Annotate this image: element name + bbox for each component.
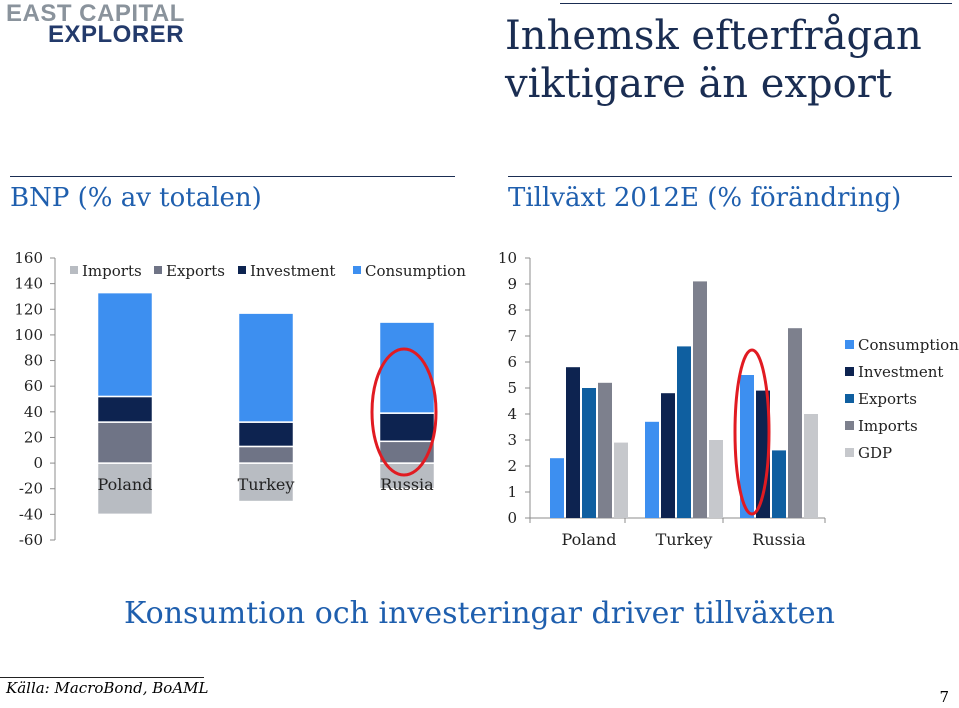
bar-exports-turkey (677, 346, 691, 518)
top-rule (560, 3, 952, 4)
legend-label-investment: Investment (858, 363, 943, 381)
left-chart-subtitle: BNP (% av totalen) (10, 183, 262, 213)
bar-exports-russia (772, 450, 786, 518)
highlight-ellipse (370, 347, 438, 477)
highlight-ellipse (733, 348, 771, 516)
y-tick-label: 60 (24, 377, 43, 395)
bar-consumption-turkey (645, 421, 659, 518)
y-tick-label: 20 (24, 428, 43, 446)
logo-line-1: EAST CAPITAL (6, 0, 185, 27)
bar-investment-russia (378, 412, 436, 443)
legend-label-exports: Exports (166, 262, 225, 280)
logo-line-2: EXPLORER (48, 21, 185, 48)
y-tick-label: 6 (507, 353, 517, 371)
y-tick-label: -40 (19, 505, 43, 523)
bar-imports-russia (788, 328, 802, 518)
category-label: Russia (752, 530, 806, 549)
bar-gdp-turkey (709, 440, 723, 518)
page-title: Inhemsk efterfrågan viktigare än export (505, 13, 922, 107)
footer-headline: Konsumtion och investeringar driver till… (124, 596, 835, 631)
bar-consumption-russia (740, 375, 754, 518)
bar-consumption-turkey (237, 312, 295, 423)
legend-swatch-consumption (845, 340, 854, 349)
category-label: Poland (562, 530, 617, 549)
bar-exports-poland (96, 421, 154, 464)
legend-swatch-exports (154, 266, 162, 274)
y-tick-label: 140 (14, 275, 43, 293)
bar-consumption-poland (550, 458, 564, 518)
bar-imports-turkey (693, 281, 707, 518)
bar-imports-poland (598, 382, 612, 518)
bar-investment-russia (756, 390, 770, 518)
y-tick-label: 0 (507, 509, 517, 527)
category-label: Turkey (238, 475, 295, 494)
y-tick-label: 2 (507, 457, 517, 475)
right-chart-subtitle: Tillväxt 2012E (% förändring) (508, 183, 902, 213)
bar-investment-turkey (237, 421, 295, 448)
legend-swatch-consumption (353, 266, 361, 274)
legend-label-gdp: GDP (858, 444, 892, 462)
y-tick-label: 8 (507, 301, 517, 319)
legend-swatch-investment (238, 266, 246, 274)
legend-label-investment: Investment (250, 262, 335, 280)
left-subtitle-rule (10, 176, 455, 177)
category-label: Russia (380, 475, 434, 494)
stacked-bar-chart: 160 140 120 100 80 60 40 20 0 -20 -40 -60 Poland Turk… (14, 249, 466, 549)
y-tick-label: 4 (507, 405, 517, 423)
bar-investment-poland (566, 367, 580, 518)
y-tick-label: 9 (507, 275, 517, 293)
legend-swatch-imports (70, 266, 78, 274)
y-tick-label: 1 (507, 483, 517, 501)
legend-swatch-imports (845, 421, 854, 430)
y-tick-label: 160 (14, 249, 43, 267)
y-tick-label: 3 (507, 431, 517, 449)
y-tick-label: 100 (14, 326, 43, 344)
bar-gdp-russia (804, 414, 818, 518)
brand-logo: EAST CAPITAL EXPLORER (6, 0, 206, 48)
y-tick-label: 80 (24, 352, 43, 370)
bar-exports-turkey (237, 445, 295, 464)
category-label: Turkey (656, 530, 713, 549)
source-note: Källa: MacroBond, BoAML (0, 677, 208, 698)
y-tick-label: -20 (19, 480, 43, 498)
legend-label-consumption: Consumption (858, 336, 959, 354)
legend-label-exports: Exports (858, 390, 917, 408)
y-tick-label: 40 (24, 403, 43, 421)
right-subtitle-rule (508, 176, 952, 177)
legend-label-imports: Imports (858, 417, 918, 435)
legend-label-consumption: Consumption (365, 262, 466, 280)
legend-swatch-exports (845, 394, 854, 403)
bar-consumption-poland (96, 291, 154, 398)
legend-swatch-investment (845, 367, 854, 376)
category-label: Poland (98, 475, 153, 494)
bar-investment-poland (96, 395, 154, 423)
y-tick-label: 10 (498, 249, 517, 267)
y-tick-label: 7 (507, 327, 517, 345)
bar-imports-poland (96, 462, 154, 516)
page-number: 7 (939, 688, 949, 706)
legend-swatch-gdp (845, 448, 854, 457)
legend-label-imports: Imports (82, 262, 142, 280)
bar-investment-turkey (661, 393, 675, 518)
y-tick-label: -60 (19, 531, 43, 549)
bar-exports-poland (582, 388, 596, 518)
y-tick-label: 5 (507, 379, 517, 397)
y-tick-label: 120 (14, 300, 43, 318)
y-tick-label: 0 (33, 454, 43, 472)
bar-gdp-poland (614, 442, 628, 518)
